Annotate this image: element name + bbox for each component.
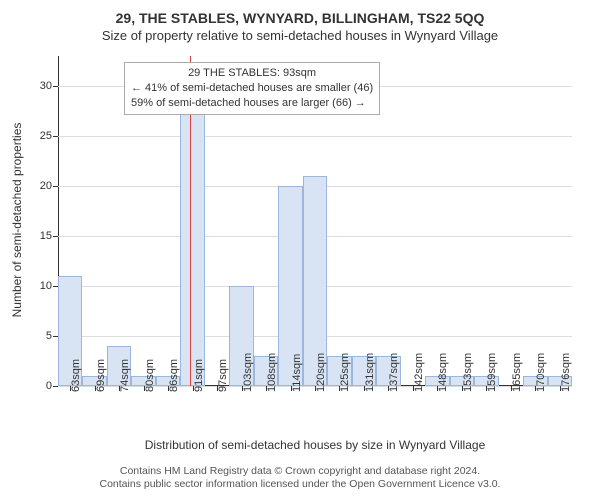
y-tick-label: 0: [22, 380, 58, 392]
x-tick-label: 165sqm: [511, 353, 523, 392]
x-tick-label: 170sqm: [535, 353, 547, 392]
y-tick-label: 10: [22, 280, 58, 292]
y-tick-label: 15: [22, 230, 58, 242]
annotation-line: 59% of semi-detached houses are larger (…: [131, 96, 373, 111]
x-tick-label: 142sqm: [413, 353, 425, 392]
annotation-box: 29 THE STABLES: 93sqm← 41% of semi-detac…: [124, 62, 380, 115]
x-tick-label: 153sqm: [462, 353, 474, 392]
x-tick-label: 120sqm: [315, 353, 327, 392]
y-tick-label: 25: [22, 130, 58, 142]
plot-area: 05101520253063sqm69sqm74sqm80sqm86sqm91s…: [58, 56, 572, 386]
footer-line-1: Contains HM Land Registry data © Crown c…: [24, 465, 576, 479]
x-tick-label: 125sqm: [339, 353, 351, 392]
x-tick-label: 131sqm: [364, 353, 376, 392]
x-tick-label: 137sqm: [388, 353, 400, 392]
grid-line: [58, 136, 572, 137]
chart-footer: Contains HM Land Registry data © Crown c…: [24, 465, 576, 492]
x-tick-label: 148sqm: [437, 353, 449, 392]
x-tick-label: 159sqm: [486, 353, 498, 392]
y-tick-label: 30: [22, 80, 58, 92]
chart-subtitle: Size of property relative to semi-detach…: [0, 26, 600, 43]
chart-container: 29, THE STABLES, WYNYARD, BILLINGHAM, TS…: [0, 0, 600, 500]
x-tick-label: 176sqm: [560, 353, 572, 392]
x-tick-label: 74sqm: [119, 359, 131, 392]
x-tick-label: 69sqm: [95, 359, 107, 392]
x-tick-label: 63sqm: [70, 359, 82, 392]
annotation-line: 29 THE STABLES: 93sqm: [131, 66, 373, 81]
x-tick-label: 86sqm: [168, 359, 180, 392]
x-tick-label: 108sqm: [266, 353, 278, 392]
footer-line-2: Contains public sector information licen…: [24, 478, 576, 492]
x-tick-label: 114sqm: [291, 354, 303, 392]
y-tick-label: 20: [22, 180, 58, 192]
annotation-line: ← 41% of semi-detached houses are smalle…: [131, 81, 373, 96]
x-tick-label: 97sqm: [217, 359, 229, 392]
y-tick-label: 5: [22, 330, 58, 342]
x-axis-label: Distribution of semi-detached houses by …: [58, 438, 572, 452]
histogram-bar: [180, 96, 204, 386]
chart-title: 29, THE STABLES, WYNYARD, BILLINGHAM, TS…: [0, 0, 600, 26]
x-tick-label: 103sqm: [242, 353, 254, 392]
x-tick-label: 80sqm: [144, 359, 156, 392]
x-tick-label: 91sqm: [193, 359, 205, 392]
